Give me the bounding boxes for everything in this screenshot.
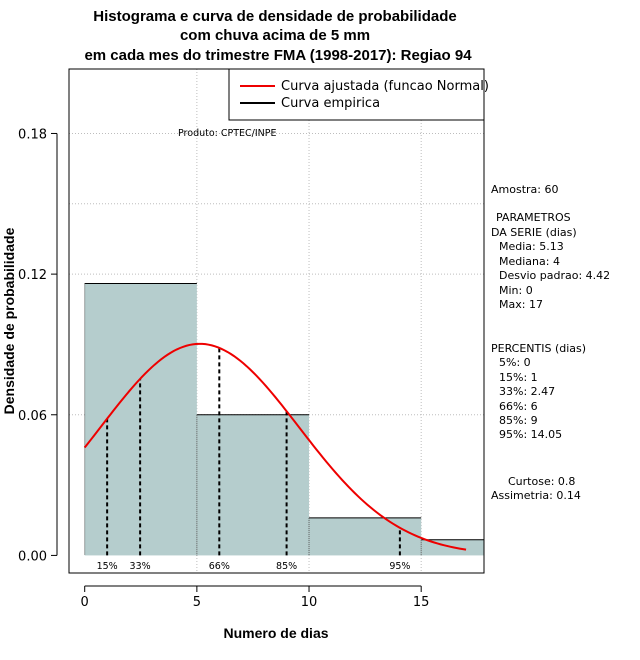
percentile-label-66: 66%	[209, 561, 230, 572]
chart-title-line-3: em cada mes do trimestre FMA (1998-2017)…	[84, 47, 472, 64]
histogram-bar-2	[309, 517, 422, 556]
percentile-label-33: 33%	[130, 561, 151, 572]
percentile-labels: 15% 33% 66% 85% 95%	[97, 561, 411, 572]
param-median: Mediana: 4	[499, 255, 560, 268]
x-tick-label-5: 5	[193, 595, 201, 610]
percentil-33: 33%: 2.47	[499, 385, 555, 398]
y-tick-label-2: 0.12	[18, 268, 47, 283]
skewness: Assimetria: 0.14	[491, 489, 581, 502]
kurtosis: Curtose: 0.8	[508, 475, 575, 488]
legend-box	[228, 68, 485, 121]
percentil-95: 95%: 14.05	[499, 428, 562, 441]
y-tick-label-1: 0.06	[18, 409, 47, 424]
axes-layer: 0 5 10 15 0.00 0.06 0.12 0.18	[18, 127, 429, 610]
curve-layer	[83, 342, 467, 551]
param-sd: Desvio padrao: 4.42	[499, 269, 610, 282]
percentile-label-85: 85%	[276, 561, 297, 572]
side-panel: Amostra: 60 PARAMETROS DA SERIE (dias) M…	[491, 183, 610, 502]
chart-title-line-2: com chuva acima de 5 mm	[180, 27, 370, 44]
params-title-2: DA SERIE (dias)	[491, 226, 577, 239]
product-annotation: Produto: CPTEC/INPE	[178, 128, 277, 139]
percentil-66: 66%: 6	[499, 400, 538, 413]
percentile-label-95: 95%	[389, 561, 410, 572]
legend: Curva ajustada (funcao Normal) Curva emp…	[228, 68, 489, 121]
x-tick-label-0: 0	[81, 595, 89, 610]
param-max: Max: 17	[499, 298, 543, 311]
histogram-bar-1	[196, 414, 310, 556]
percentil-85: 85%: 9	[499, 414, 538, 427]
param-min: Min: 0	[499, 284, 533, 297]
y-tick-label-3: 0.18	[18, 127, 47, 142]
x-tick-label-15: 15	[413, 595, 430, 610]
percentile-label-15: 15%	[97, 561, 118, 572]
percentil-15: 15%: 1	[499, 371, 538, 384]
sample-size: Amostra: 60	[491, 183, 558, 196]
x-tick-label-10: 10	[301, 595, 318, 610]
params-title-1: PARAMETROS	[496, 211, 571, 224]
bars-layer	[84, 282, 484, 556]
percentis-title: PERCENTIS (dias)	[491, 342, 586, 355]
fitted-normal-curve	[83, 342, 467, 551]
legend-label-fitted: Curva ajustada (funcao Normal)	[281, 79, 489, 94]
percentile-markers	[106, 347, 401, 556]
y-tick-label-0: 0.00	[18, 549, 47, 564]
param-mean: Media: 5.13	[499, 240, 564, 253]
y-axis-title: Densidade de probabilidade	[1, 227, 17, 414]
chart-title-line-1: Histograma e curva de densidade de proba…	[93, 8, 456, 25]
percentil-5: 5%: 0	[499, 356, 531, 369]
legend-label-empirical: Curva empirica	[281, 96, 380, 111]
x-axis-title: Numero de dias	[223, 625, 328, 641]
